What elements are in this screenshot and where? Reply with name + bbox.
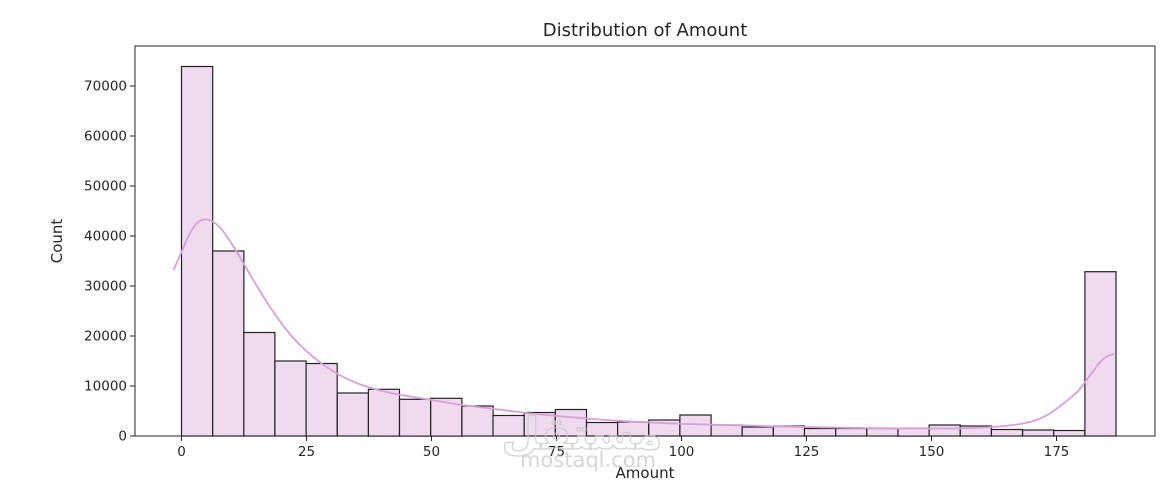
- y-tick-label: 20000: [84, 329, 127, 345]
- histogram-bar: [803, 427, 837, 437]
- histogram-bar: [305, 362, 338, 437]
- y-axis-label: Count: [48, 219, 66, 264]
- watermark-logo: مستقل: [502, 409, 663, 460]
- chart-title: Distribution of Amount: [543, 20, 748, 41]
- histogram-bar: [461, 405, 494, 437]
- histogram-bar: [710, 424, 743, 437]
- histogram-bar: [897, 427, 930, 437]
- histogram-bar: [180, 65, 214, 437]
- histogram-bar: [274, 360, 307, 437]
- histogram-bar: [1084, 271, 1117, 437]
- histogram-bar: [243, 331, 276, 437]
- y-tick-label: 10000: [84, 379, 127, 395]
- x-tick-label: 25: [298, 444, 315, 460]
- histogram-bar: [336, 392, 370, 437]
- histogram-bar: [1053, 429, 1086, 437]
- x-tick-label: 50: [423, 444, 440, 460]
- y-tick-label: 30000: [84, 279, 127, 295]
- y-tick-label: 40000: [84, 229, 127, 245]
- bars-layer: [180, 65, 1117, 437]
- x-tick-label: 150: [919, 444, 945, 460]
- plot-border: [134, 45, 1156, 437]
- watermark: مستقل mostaql.com: [501, 408, 663, 472]
- histogram-bar: [835, 427, 868, 437]
- histogram-bar: [398, 398, 432, 437]
- x-tick-label: 100: [669, 444, 695, 460]
- x-tick-label: 75: [548, 444, 565, 460]
- y-tick-label: 60000: [84, 129, 127, 145]
- y-tick-label: 70000: [84, 79, 127, 95]
- x-tick-label: 0: [177, 444, 186, 460]
- kde-curve: [172, 218, 1115, 430]
- histogram-bar: [866, 427, 899, 437]
- ticks-layer: 0 25 50 75 100 125 150 175 0 10000 20000 30000 40000…: [84, 79, 1069, 461]
- histogram-bar: [741, 426, 774, 437]
- histogram-bar: [1021, 429, 1055, 437]
- histogram-bar: [990, 428, 1024, 437]
- histogram-bar: [367, 388, 401, 437]
- y-tick-label: 0: [118, 429, 127, 445]
- axes-spines: [134, 45, 1156, 437]
- y-tick-label: 50000: [84, 179, 127, 195]
- histogram-bar: [679, 414, 712, 437]
- histogram-bar: [928, 424, 961, 437]
- x-axis-label: Amount: [616, 464, 675, 481]
- watermark-text: mostaql.com: [520, 448, 656, 472]
- histogram-bar: [212, 250, 245, 437]
- x-tick-label: 175: [1044, 444, 1070, 460]
- x-tick-label: 125: [794, 444, 820, 460]
